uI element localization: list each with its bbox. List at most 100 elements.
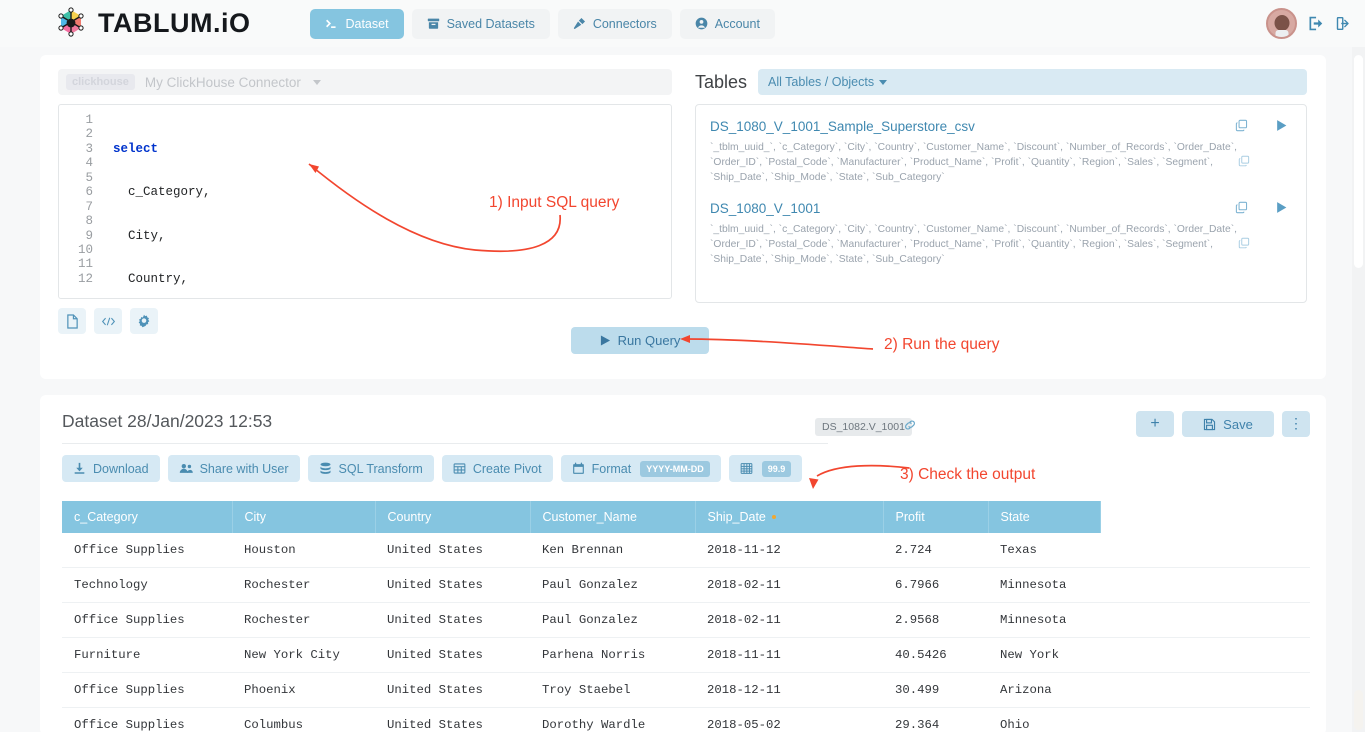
download-button[interactable]: Download bbox=[62, 455, 160, 482]
cell-state: Minnesota bbox=[988, 602, 1100, 638]
new-file-button[interactable] bbox=[58, 308, 86, 334]
annotation-label-2: 2) Run the query bbox=[884, 336, 1000, 353]
cell-ship-date: 2018-11-11 bbox=[695, 637, 883, 673]
cell-c-category: Office Supplies bbox=[62, 533, 232, 568]
table-row[interactable]: Furniture New York City United States Pa… bbox=[62, 637, 1310, 673]
cell-c-category: Office Supplies bbox=[62, 672, 232, 708]
cell-filler bbox=[1100, 567, 1310, 603]
brand-logo[interactable]: TABLUM.iO bbox=[53, 6, 250, 42]
tables-filter-dropdown[interactable]: All Tables / Objects bbox=[758, 69, 1307, 95]
cell-state: New York bbox=[988, 637, 1100, 673]
page-scrollbar-thumb-secondary[interactable] bbox=[1354, 690, 1363, 730]
code-view-button[interactable] bbox=[94, 308, 122, 334]
dataset-panel: Dataset 28/Jan/2023 12:53 DS_1082.V_1001… bbox=[40, 395, 1326, 732]
annotation-label-3: 3) Check the output bbox=[900, 466, 1036, 483]
format-button[interactable]: Format YYYY-MM-DD bbox=[560, 455, 721, 482]
cell-city: Phoenix bbox=[232, 672, 375, 708]
link-icon[interactable] bbox=[903, 418, 917, 432]
code-icon bbox=[101, 317, 115, 325]
editor-toolbar bbox=[58, 308, 672, 334]
tab-connectors[interactable]: Connectors bbox=[557, 8, 672, 39]
cell-ship-date: 2018-12-11 bbox=[695, 672, 883, 708]
cell-customer-name: Troy Staebel bbox=[530, 672, 695, 708]
save-icon bbox=[1204, 418, 1216, 430]
tablum-logo-icon bbox=[53, 6, 89, 42]
play-icon[interactable] bbox=[1275, 119, 1288, 132]
exit-icon[interactable] bbox=[1336, 16, 1351, 31]
copy-icon[interactable] bbox=[1235, 119, 1248, 132]
table-row[interactable]: Office Supplies Phoenix United States Tr… bbox=[62, 672, 1310, 708]
cell-filler bbox=[1100, 707, 1310, 732]
column-header-country[interactable]: Country bbox=[375, 501, 531, 533]
code-line: City, bbox=[113, 228, 166, 243]
cell-country: United States bbox=[375, 637, 530, 673]
play-icon[interactable] bbox=[1275, 201, 1288, 214]
grid-icon bbox=[740, 463, 753, 474]
cell-city: Houston bbox=[232, 533, 375, 568]
sql-transform-label: SQL Transform bbox=[338, 461, 423, 476]
cell-c-category: Office Supplies bbox=[62, 707, 232, 732]
share-with-user-label: Share with User bbox=[199, 461, 289, 476]
cell-profit: 6.7966 bbox=[883, 567, 988, 603]
cell-country: United States bbox=[375, 672, 530, 708]
column-header-ship-date[interactable]: Ship_Date bbox=[695, 501, 884, 533]
table-row[interactable]: Office Supplies Houston United States Ke… bbox=[62, 533, 1310, 568]
tab-saved-datasets[interactable]: Saved Datasets bbox=[411, 8, 550, 39]
table-row[interactable]: Office Supplies Rochester United States … bbox=[62, 602, 1310, 638]
download-label: Download bbox=[93, 461, 149, 476]
sql-transform-button[interactable]: SQL Transform bbox=[307, 455, 434, 482]
share-with-user-button[interactable]: Share with User bbox=[167, 455, 300, 482]
copy-columns-icon[interactable] bbox=[1238, 237, 1250, 249]
column-header-city[interactable]: City bbox=[232, 501, 376, 533]
editor-settings-button[interactable] bbox=[130, 308, 158, 334]
precision-button[interactable]: 99.9 bbox=[728, 455, 803, 482]
save-button[interactable]: Save bbox=[1182, 411, 1274, 437]
column-header-profit[interactable]: Profit bbox=[883, 501, 989, 533]
column-header-customer-name[interactable]: Customer_Name bbox=[530, 501, 696, 533]
column-label: State bbox=[1000, 510, 1030, 524]
page-title: Dataset 28/Jan/2023 12:53 bbox=[62, 411, 273, 431]
add-button[interactable]: + bbox=[1136, 411, 1174, 437]
user-circle-icon bbox=[695, 17, 708, 30]
cell-ship-date: 2018-11-12 bbox=[695, 533, 883, 568]
table-name-link[interactable]: DS_1080_V_1001_Sample_Superstore_csv bbox=[710, 119, 975, 134]
cell-state: Ohio bbox=[988, 707, 1100, 732]
tab-dataset[interactable]: Dataset bbox=[310, 8, 404, 39]
table-header-row: c_Category City Country Customer_Name Sh… bbox=[62, 501, 1310, 533]
column-header-filler bbox=[1100, 501, 1310, 533]
header-right-group bbox=[1266, 0, 1351, 47]
line-number: 6 bbox=[85, 185, 93, 200]
run-query-button[interactable]: Run Query bbox=[571, 327, 709, 354]
line-number: 10 bbox=[77, 242, 93, 257]
cell-c-category: Furniture bbox=[62, 637, 232, 673]
table-row[interactable]: Office Supplies Columbus United States D… bbox=[62, 707, 1310, 732]
tab-account[interactable]: Account bbox=[679, 8, 775, 39]
copy-columns-icon[interactable] bbox=[1238, 155, 1250, 167]
chevron-down-icon bbox=[312, 79, 321, 85]
connector-selector[interactable]: clickhouse My ClickHouse Connector bbox=[58, 69, 672, 95]
column-header-c-category[interactable]: c_Category bbox=[62, 501, 233, 533]
dataset-actions: + Save ⋮ bbox=[1136, 411, 1310, 437]
copy-icon[interactable] bbox=[1235, 201, 1248, 214]
cell-profit: 2.724 bbox=[883, 533, 988, 568]
cell-country: United States bbox=[375, 533, 530, 568]
page-scrollbar-thumb[interactable] bbox=[1354, 55, 1363, 268]
column-header-state[interactable]: State bbox=[988, 501, 1101, 533]
line-number: 12 bbox=[77, 271, 93, 286]
line-number: 8 bbox=[85, 214, 93, 229]
column-label: Customer_Name bbox=[542, 510, 637, 524]
more-options-button[interactable]: ⋮ bbox=[1282, 411, 1310, 437]
table-name-link[interactable]: DS_1080_V_1001 bbox=[710, 201, 821, 216]
cell-city: Rochester bbox=[232, 602, 375, 638]
table-row[interactable]: Technology Rochester United States Paul … bbox=[62, 567, 1310, 603]
tab-account-label: Account bbox=[714, 16, 760, 31]
line-number-gutter: 1 2 3 4 5 6 7 8 9 10 11 12 bbox=[59, 113, 101, 298]
cell-customer-name: Dorothy Wardle bbox=[530, 707, 695, 732]
create-pivot-button[interactable]: Create Pivot bbox=[441, 455, 553, 482]
logout-icon[interactable] bbox=[1308, 15, 1325, 32]
calendar-icon bbox=[572, 462, 584, 474]
avatar[interactable] bbox=[1266, 8, 1297, 39]
precision-chip: 99.9 bbox=[761, 460, 792, 477]
file-icon bbox=[66, 313, 78, 329]
